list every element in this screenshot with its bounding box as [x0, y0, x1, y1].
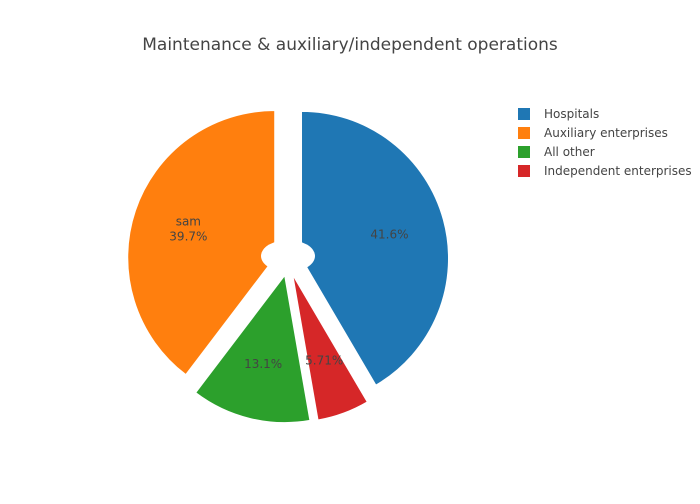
slice-label: 13.1% [244, 357, 282, 371]
chart-title: Maintenance & auxiliary/independent oper… [142, 35, 558, 55]
slice-label: sam 39.7% [169, 214, 207, 243]
legend-swatch[interactable] [518, 165, 530, 177]
legend-label[interactable]: Hospitals [544, 107, 599, 121]
legend-swatch[interactable] [518, 127, 530, 139]
pie-slice-auxiliary-enterprises[interactable] [127, 110, 276, 376]
legend-swatch[interactable] [518, 146, 530, 158]
pie-slice-all-other[interactable] [195, 274, 311, 424]
pie-slice-hospitals[interactable] [301, 110, 450, 386]
slice-label: 41.6% [370, 227, 408, 241]
slice-label: 5.71% [305, 354, 343, 368]
pie-slices: 41.6% 5.71% 13.1% sam 39.7% [127, 110, 450, 424]
pull-gap [261, 240, 315, 272]
legend-label[interactable]: All other [544, 145, 595, 159]
pie-slice-independent-enterprises[interactable] [292, 274, 368, 421]
legend-label[interactable]: Auxiliary enterprises [544, 126, 668, 140]
legend-label[interactable]: Independent enterprises [544, 164, 692, 178]
legend-swatch[interactable] [518, 108, 530, 120]
legend: Hospitals Auxiliary enterprises All other I… [518, 107, 692, 178]
